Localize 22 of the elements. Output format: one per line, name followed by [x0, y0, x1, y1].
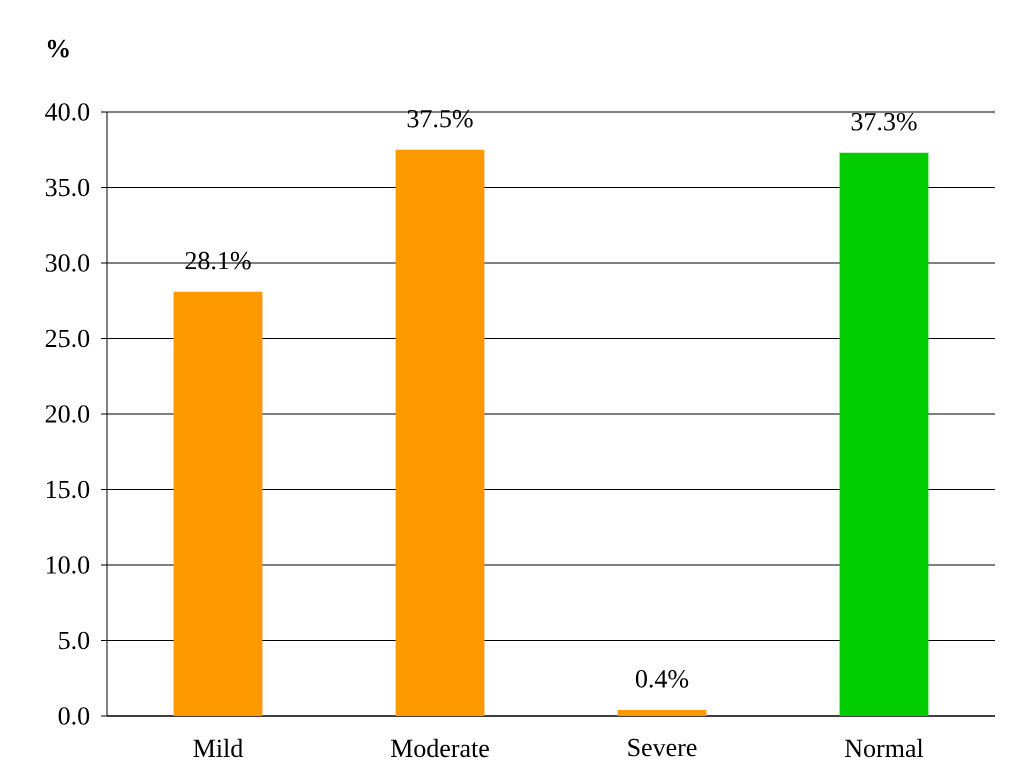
bar: [617, 709, 707, 716]
y-tick-label: 10.0: [46, 556, 90, 574]
y-tick-label: 5.0: [59, 631, 90, 650]
y-tick-label: 20.0: [45, 405, 90, 423]
y-tick-label: 15.0: [46, 480, 90, 499]
x-tick-label: Severe: [628, 738, 697, 757]
y-tick-label: 35.0: [45, 178, 90, 197]
data-label: 0.4%: [635, 670, 689, 688]
bar: [173, 291, 263, 716]
y-axis-title: %: [47, 39, 69, 58]
bar: [395, 149, 485, 716]
x-tick-label: Moderate: [390, 738, 489, 758]
data-label: 37.5%: [407, 109, 473, 128]
y-tick-label: 30.0: [45, 254, 90, 272]
y-tick-label: 40.0: [45, 103, 90, 121]
y-tick-label: 0.0: [58, 707, 90, 725]
data-label: 28.1%: [185, 251, 251, 270]
y-tick-label: 25.0: [45, 329, 90, 348]
x-tick-label: Mild: [193, 738, 243, 758]
x-tick-label: Normal: [845, 738, 924, 758]
data-label: 37.3%: [851, 112, 917, 131]
bar: [839, 152, 929, 716]
